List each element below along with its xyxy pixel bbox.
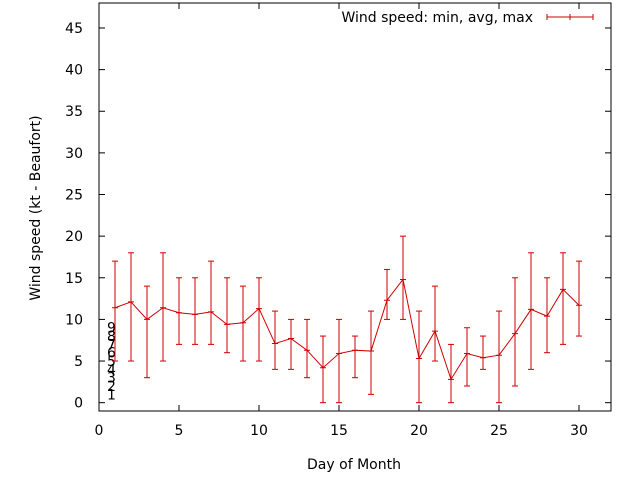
- y-tick-label: 45: [65, 21, 83, 37]
- avg-line: [114, 278, 580, 381]
- series-wind-speed: [112, 235, 582, 404]
- x-axis-label: Day of Month: [307, 457, 401, 473]
- plot-frame: [98, 2, 612, 412]
- beaufort-label: 4: [107, 362, 116, 378]
- avg-point: [128, 298, 134, 305]
- x-tick-label: 25: [490, 423, 508, 439]
- avg-point: [432, 328, 438, 335]
- y-tick-label: 10: [65, 312, 83, 328]
- avg-point: [304, 347, 310, 354]
- y-axis-label: Wind speed (kt - Beaufort): [28, 115, 44, 300]
- avg-point: [512, 330, 518, 337]
- legend-entry-label: Wind speed: min, avg, max: [341, 10, 533, 26]
- beaufort-label: 3: [107, 371, 116, 387]
- beaufort-label: 7: [107, 337, 116, 353]
- avg-point: [320, 364, 326, 371]
- avg-point: [464, 350, 470, 357]
- legend: Wind speed: min, avg, max: [341, 10, 594, 26]
- avg-point: [224, 321, 230, 328]
- x-tick-label: 20: [410, 423, 428, 439]
- avg-point: [160, 304, 166, 311]
- avg-point: [496, 352, 502, 359]
- y-tick-label: 0: [74, 396, 83, 412]
- avg-point: [256, 305, 262, 312]
- beaufort-label: 8: [107, 329, 116, 345]
- beaufort-label: 1: [107, 387, 116, 403]
- y-tick-label: 5: [74, 354, 83, 370]
- avg-point: [288, 335, 294, 342]
- avg-point: [144, 316, 150, 323]
- x-tick-label: 30: [570, 423, 588, 439]
- avg-point: [176, 309, 182, 316]
- y-tick-label: 25: [65, 188, 83, 204]
- avg-point: [544, 313, 550, 320]
- avg-point: [272, 340, 278, 347]
- avg-point: [560, 286, 566, 293]
- avg-point: [240, 319, 246, 326]
- y-tick-label: 40: [65, 63, 83, 79]
- y-tick-label: 35: [65, 104, 83, 120]
- beaufort-label: 6: [107, 346, 116, 362]
- y-tick-label: 30: [65, 146, 83, 162]
- beaufort-label: 5: [107, 354, 116, 370]
- avg-point: [528, 306, 534, 313]
- y-tick-label: 20: [65, 229, 83, 245]
- y-tick-label: 15: [65, 271, 83, 287]
- avg-point: [336, 350, 342, 357]
- beaufort-label: 2: [107, 379, 116, 395]
- avg-point: [576, 302, 582, 309]
- x-tick-label: 15: [330, 423, 348, 439]
- avg-point: [368, 348, 374, 355]
- x-tick-label: 5: [175, 423, 184, 439]
- beaufort-label: 9: [107, 321, 116, 337]
- avg-point: [192, 311, 198, 318]
- avg-point: [400, 276, 406, 283]
- avg-point: [112, 304, 118, 311]
- avg-point: [384, 297, 390, 304]
- avg-point: [352, 347, 358, 354]
- avg-point: [448, 376, 454, 383]
- avg-point: [416, 355, 422, 362]
- x-tick-label: 0: [95, 423, 104, 439]
- x-tick-label: 10: [250, 423, 268, 439]
- avg-point: [208, 308, 214, 315]
- avg-point: [480, 354, 486, 361]
